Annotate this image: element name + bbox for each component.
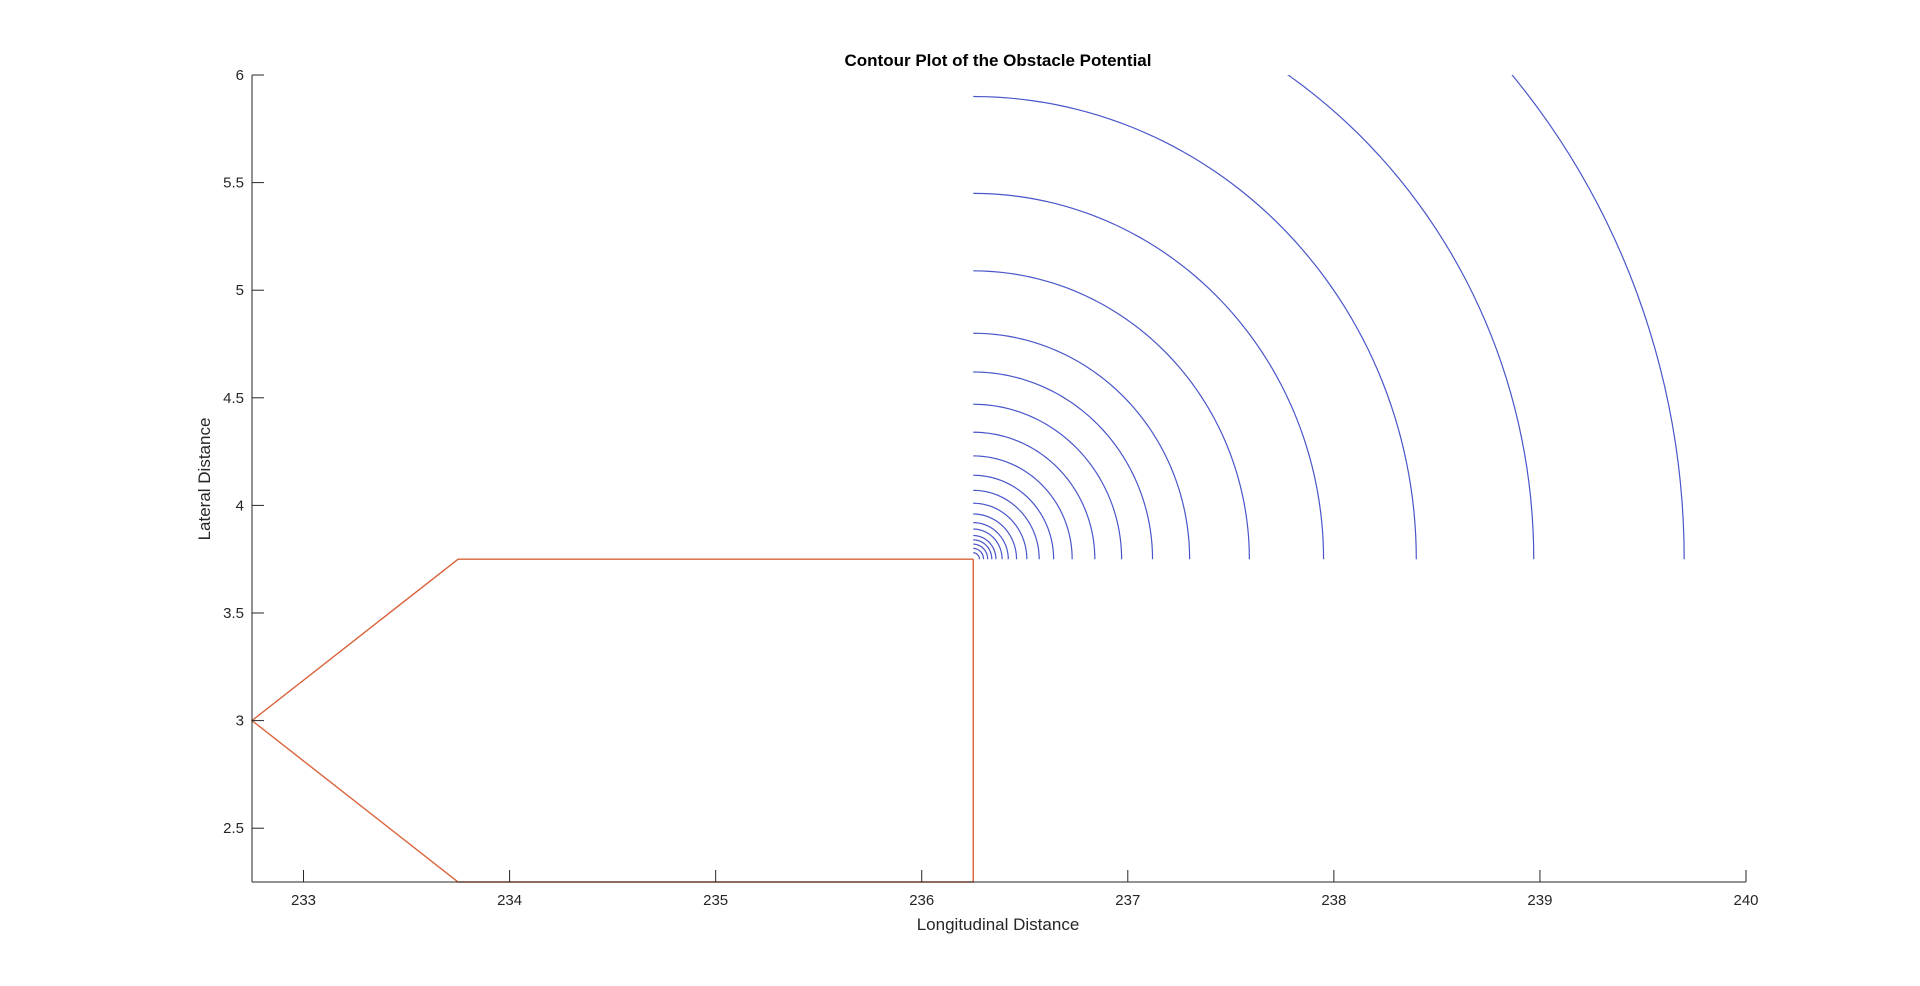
contour-level-9: [973, 502, 1028, 560]
contour-level-15: [973, 371, 1154, 560]
x-tick-label: 235: [703, 892, 728, 909]
contour-level-17: [973, 270, 1250, 560]
x-tick-label: 234: [497, 892, 522, 909]
contour-level-14: [973, 403, 1123, 560]
y-tick-label: 3: [236, 713, 244, 730]
y-tick-label: 3.5: [223, 605, 244, 622]
x-axis-label: Longitudinal Distance: [917, 915, 1080, 934]
contour-level-1: [973, 552, 981, 560]
contour-level-19: [973, 95, 1417, 560]
contour-level-10: [973, 489, 1040, 560]
y-tick-label: 4.5: [223, 390, 244, 407]
x-tick-label: 238: [1321, 892, 1346, 909]
x-tick-label: 237: [1115, 892, 1140, 909]
plot-area: 233 234 235 236 237 238 239 240 2.5 3 3.5 4 4.5 5 5.5…: [223, 67, 1759, 909]
contour-level-20: [1287, 75, 1535, 560]
y-tick-label: 2.5: [223, 820, 244, 837]
chart-title: Contour Plot of the Obstacle Potential: [845, 51, 1152, 70]
obstacle-boundary-line: [250, 558, 974, 883]
y-tick-label: 6: [236, 67, 244, 84]
obstacle-outline: [250, 558, 974, 883]
y-tick-label: 4: [236, 497, 244, 514]
contour-level-16: [973, 332, 1191, 560]
contour-level-6: [973, 528, 1003, 560]
contour-level-2: [973, 547, 985, 560]
axes: [251, 75, 1746, 883]
y-axis-label: Lateral Distance: [195, 418, 214, 541]
x-tick-label: 239: [1527, 892, 1552, 909]
contour-level-5: [973, 534, 997, 560]
x-axis-ticks: 233 234 235 236 237 238 239 240: [291, 870, 1759, 909]
contour-level-8: [973, 513, 1018, 560]
contour-level-11: [973, 474, 1055, 560]
x-tick-label: 233: [291, 892, 316, 909]
contour-level-18: [973, 192, 1325, 560]
x-tick-label: 236: [909, 892, 934, 909]
contour-level-21: [1511, 75, 1685, 560]
y-tick-label: 5.5: [223, 175, 244, 192]
contour-level-13: [973, 431, 1096, 560]
contour-level-3: [973, 543, 989, 560]
y-tick-label: 5: [236, 282, 244, 299]
contour-level-12: [973, 455, 1073, 560]
x-tick-label: 240: [1733, 892, 1758, 909]
contour-level-7: [973, 522, 1009, 560]
contour-lines: [973, 75, 1685, 560]
y-axis-ticks: 2.5 3 3.5 4 4.5 5 5.5 6: [223, 67, 264, 837]
contour-level-4: [973, 539, 993, 560]
